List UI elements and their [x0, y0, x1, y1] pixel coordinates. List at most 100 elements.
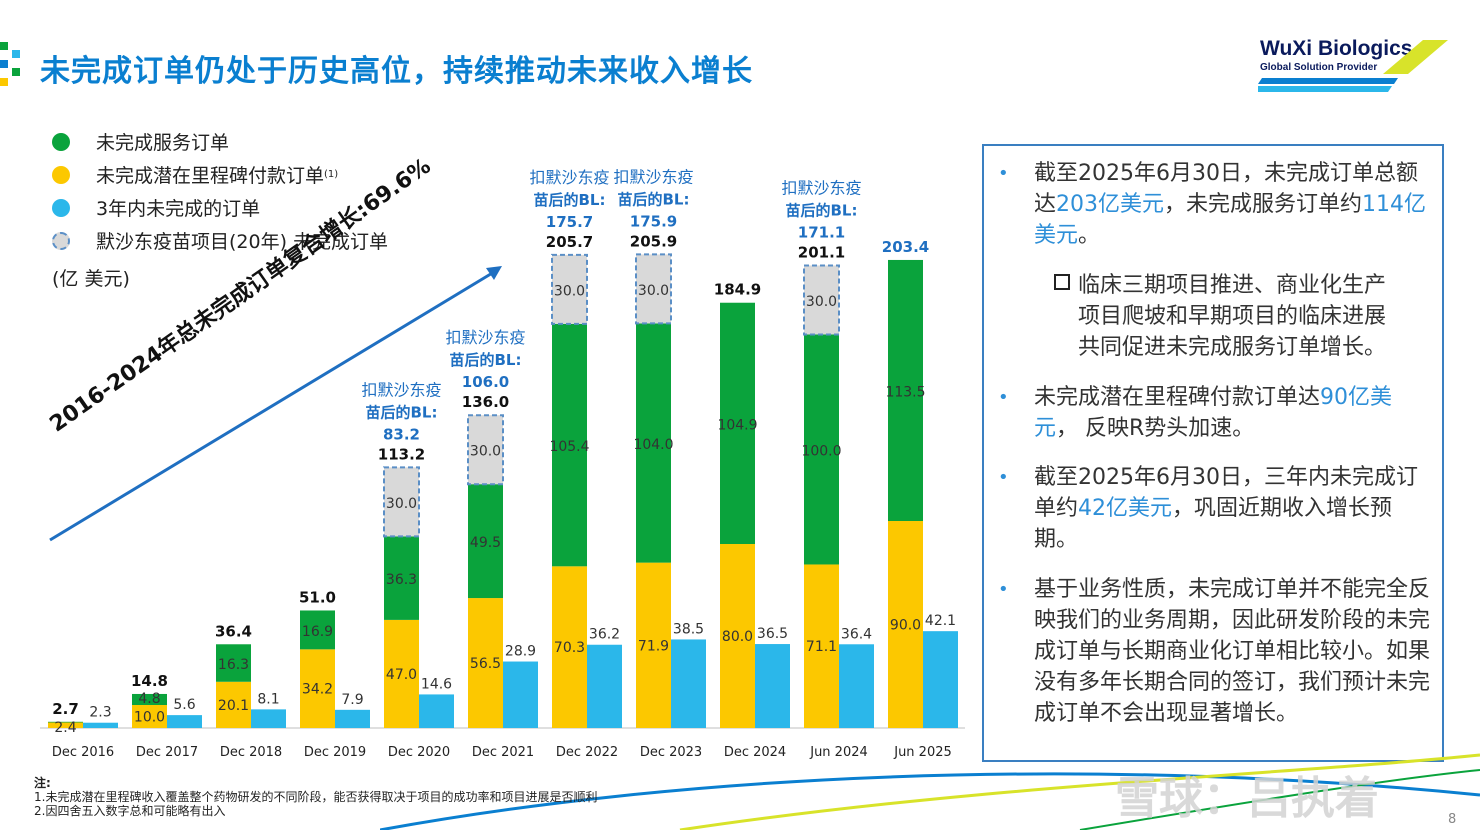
x-tick-label: Jun 2025: [893, 745, 952, 760]
decorative-curves: [380, 753, 1480, 830]
bar-3yr: [419, 694, 454, 728]
green-dot-icon: [52, 132, 70, 151]
bullet-total-backlog: • 截至2025年6月30日，未完成订单总额达203亿美元，未完成服务订单约11…: [998, 158, 1432, 251]
label-3yr: 36.2: [589, 627, 620, 643]
checkbox-icon: [1054, 274, 1070, 290]
grey-dot-icon: [52, 231, 70, 250]
label-bl-note: 苗后的BL:: [450, 351, 522, 369]
bullet-marker: •: [998, 163, 1009, 184]
unit-label: (亿 美元): [52, 268, 130, 290]
label-milestone: 2.4: [54, 720, 76, 736]
bar-service: [636, 323, 671, 563]
label-milestone: 10.0: [134, 710, 165, 726]
bullet-text: ， 反映R势头加速。: [1056, 416, 1255, 441]
label-3yr: 8.1: [257, 691, 279, 707]
legend-label: 未完成服务订单: [96, 132, 230, 154]
label-service: 16.9: [302, 624, 333, 640]
label-total: 113.2: [378, 445, 425, 463]
label-bl-note: 苗后的BL:: [366, 403, 438, 421]
label-service: 104.0: [633, 437, 673, 453]
bar-merck: [467, 414, 504, 486]
label-service: 36.3: [386, 572, 417, 588]
bar-3yr: [335, 709, 370, 728]
bar-milestone: [720, 544, 755, 728]
highlight-text: 203亿美元: [1056, 192, 1165, 217]
label-merck: 30.0: [554, 283, 585, 299]
label-3yr: 38.5: [673, 621, 704, 637]
legend-footnote: (1): [324, 169, 339, 180]
bar-milestone: [300, 649, 335, 728]
footnotes: 注: 1.未完成潜在里程碑收入覆盖整个药物研发的不同阶段，能否获得取决于项目的成…: [34, 776, 597, 818]
bar-service: [720, 302, 755, 544]
bar-3yr: [587, 644, 622, 728]
bullet-milestone: • 未完成潜在里程碑付款订单达90亿美元， 反映R势头加速。: [998, 382, 1434, 444]
bar-3yr: [251, 709, 286, 728]
notes-heading: 注:: [34, 776, 51, 790]
x-tick-label: Dec 2019: [304, 745, 366, 760]
label-service: 16.3: [218, 657, 249, 673]
legend-item-3yr: 3年内未完成的订单: [52, 194, 260, 221]
label-merck: 30.0: [806, 294, 837, 310]
summary-panel: • 截至2025年6月30日，未完成订单总额达203亿美元，未完成服务订单约11…: [982, 144, 1444, 762]
label-total: 14.8: [131, 672, 168, 690]
legend-label: 3年内未完成的订单: [96, 198, 261, 220]
label-total: 2.7: [52, 700, 79, 718]
bar-milestone: [384, 619, 419, 728]
blue-dot-icon: [52, 198, 70, 217]
bar-service: [216, 644, 251, 682]
footnote-2: 2.因四舍五入数字总和可能略有出入: [34, 804, 226, 818]
x-tick-label: Dec 2023: [640, 745, 702, 760]
x-tick-label: Dec 2016: [52, 745, 114, 760]
bullet-text: 截至2025年6月30日，三年内未完成订单约: [1034, 465, 1418, 521]
label-3yr: 14.6: [421, 676, 452, 692]
label-total: 184.9: [714, 281, 761, 299]
label-3yr: 5.6: [173, 697, 195, 713]
label-service: 100.0: [801, 443, 841, 459]
bar-merck: [635, 253, 672, 325]
label-bl-value: 106.0: [462, 373, 509, 391]
label-service: 104.9: [717, 417, 757, 433]
logo-title: WuXi Biologics: [1260, 37, 1413, 60]
bar-service: [48, 721, 83, 723]
bar-milestone: [804, 564, 839, 728]
label-bl-note: 扣默沙东疫: [445, 328, 525, 347]
label-merck: 30.0: [386, 496, 417, 512]
yellow-dot-icon: [52, 165, 70, 184]
page-title: 未完成订单仍处于历史高位，持续推动未来收入增长: [40, 54, 753, 89]
label-milestone: 71.1: [806, 639, 837, 655]
label-bl-note: 扣默沙东疫: [613, 167, 693, 186]
bar-service: [300, 610, 335, 650]
label-total: 136.0: [462, 393, 509, 411]
bar-service: [804, 334, 839, 565]
label-total: 201.1: [798, 243, 845, 261]
label-milestone: 56.5: [470, 656, 501, 672]
legend-label: 未完成潜在里程碑付款订单: [96, 165, 325, 187]
x-tick-label: Dec 2020: [388, 745, 450, 760]
label-total: 36.4: [215, 622, 252, 640]
label-bl-note: 苗后的BL:: [534, 191, 606, 209]
bar-merck: [383, 466, 420, 538]
page-number: 8: [1448, 812, 1457, 827]
label-merck: 30.0: [638, 283, 669, 299]
bar-3yr: [671, 639, 706, 728]
bullet-nature: • 基于业务性质，未完成订单并不能完全反映我们的业务周期，因此研发阶段的未完成订…: [998, 574, 1434, 729]
label-bl-value: 175.9: [630, 212, 677, 230]
bar-milestone: [216, 681, 251, 728]
label-3yr: 36.5: [757, 626, 788, 642]
bullet-text: ，未完成服务订单约: [1164, 192, 1363, 217]
legend-item-service: 未完成服务订单: [52, 128, 229, 155]
label-3yr: 7.9: [341, 692, 363, 708]
cagr-arrow-icon: [49, 266, 502, 542]
label-service: 113.5: [885, 384, 925, 400]
bar-service: [468, 484, 503, 599]
label-total: 51.0: [299, 588, 336, 606]
bar-3yr: [755, 644, 790, 728]
label-milestone: 20.1: [218, 698, 249, 714]
bullet-text: 未完成潜在里程碑付款订单达: [1034, 385, 1321, 410]
label-bl-note: 扣默沙东疫: [529, 168, 609, 187]
bar-milestone: [888, 521, 923, 728]
logo-stripes-icon: [1258, 40, 1448, 92]
x-tick-label: Jun 2024: [809, 745, 868, 760]
label-milestone: 71.9: [638, 638, 669, 654]
label-bl-note: 扣默沙东疫: [361, 380, 441, 399]
